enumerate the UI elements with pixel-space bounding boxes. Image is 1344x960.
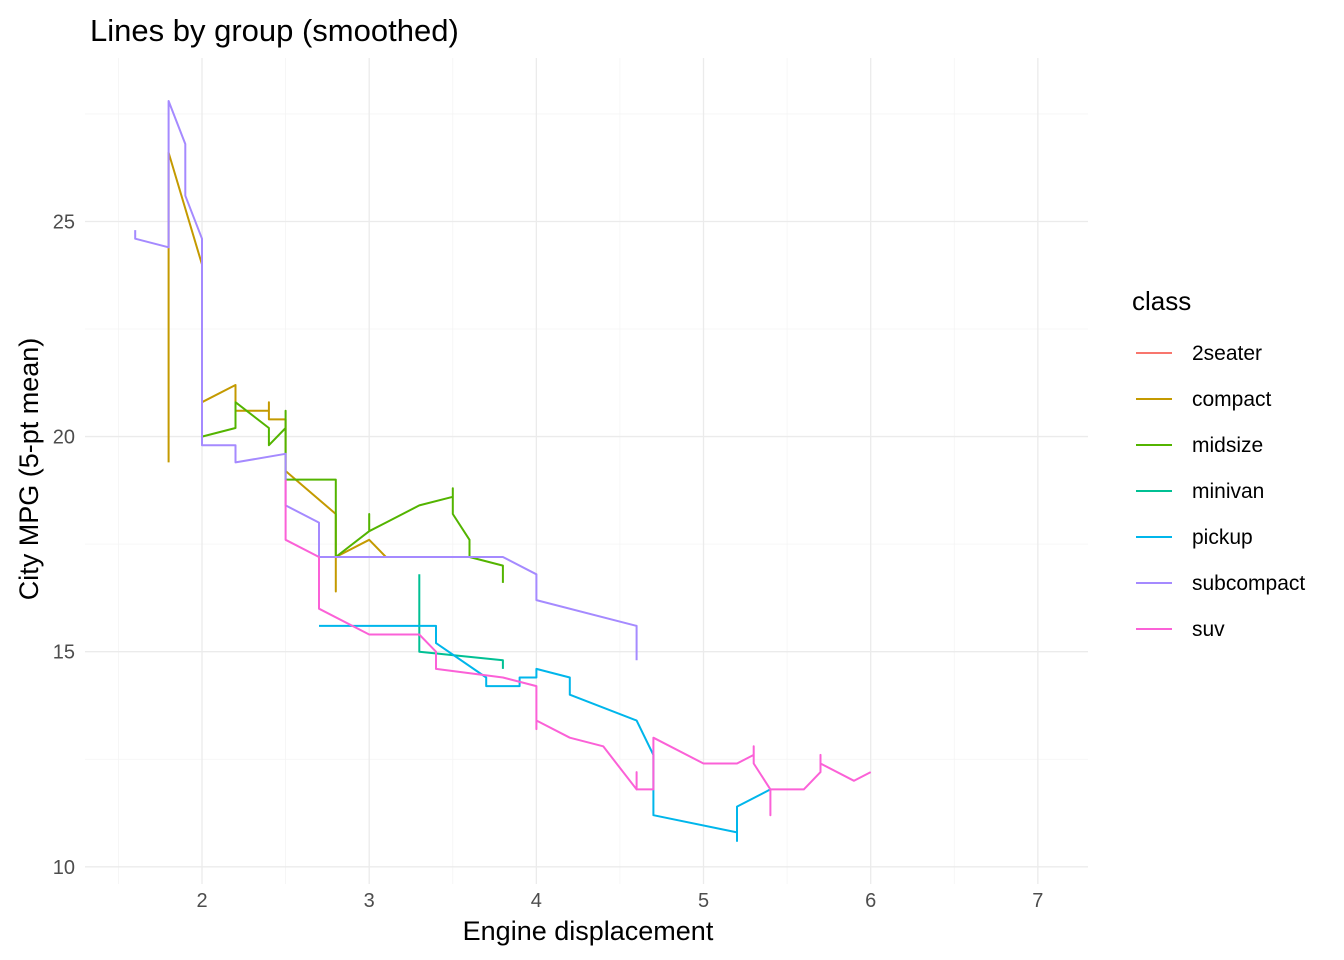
x-axis-title: Engine displacement <box>463 916 714 946</box>
x-tick-label: 2 <box>196 890 207 912</box>
y-tick-label: 10 <box>53 857 75 879</box>
legend-label-subcompact: subcompact <box>1192 572 1305 595</box>
series-line-subcompact <box>134 100 638 661</box>
y-axis-ticks: 10 15 20 25 <box>53 211 75 878</box>
series-line-suv <box>284 479 872 817</box>
x-tick-label: 5 <box>698 890 709 912</box>
legend-label-suv: suv <box>1192 618 1225 641</box>
plot-grid <box>85 58 1088 884</box>
y-tick-label: 20 <box>53 427 75 449</box>
x-tick-label: 7 <box>1032 890 1043 912</box>
x-axis-ticks: 2 3 4 5 6 7 <box>196 890 1043 912</box>
y-axis-title: City MPG (5-pt mean) <box>14 338 44 601</box>
legend-label-minivan: minivan <box>1192 480 1264 503</box>
legend-label-compact: compact <box>1192 388 1272 411</box>
x-tick-label: 3 <box>364 890 375 912</box>
x-tick-label: 4 <box>531 890 542 912</box>
x-tick-label: 6 <box>865 890 876 912</box>
legend: class 2seater compact midsize minivan pickup… <box>1132 286 1305 641</box>
legend-label-pickup: pickup <box>1192 526 1253 549</box>
series-line-pickup <box>319 624 771 842</box>
y-tick-label: 25 <box>53 211 75 233</box>
series-line-minivan <box>418 574 504 669</box>
y-tick-label: 15 <box>53 642 75 664</box>
legend-label-2seater: 2seater <box>1192 342 1262 365</box>
chart-title: Lines by group (smoothed) <box>90 13 459 48</box>
series-line-midsize <box>201 401 504 583</box>
series-lines <box>134 100 872 842</box>
legend-label-midsize: midsize <box>1192 434 1263 457</box>
legend-title: class <box>1132 286 1191 316</box>
